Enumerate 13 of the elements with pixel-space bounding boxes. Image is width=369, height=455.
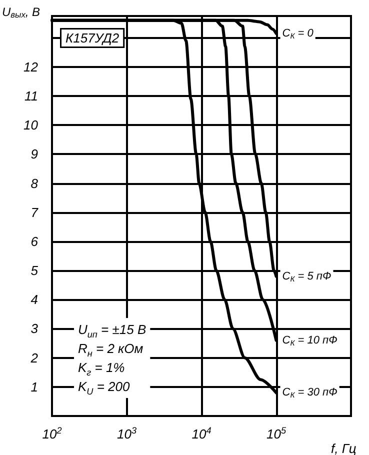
y-tick-label: 6 (30, 234, 39, 249)
y-tick-label: 5 (30, 263, 39, 278)
annotation: К157УД2 (66, 30, 120, 46)
y-tick-label: 10 (24, 118, 39, 133)
y-tick-label: 9 (30, 146, 38, 162)
y-tick-label: 1 (30, 379, 38, 394)
y-tick-label: 3 (30, 321, 39, 336)
y-tick-label: 2 (30, 350, 39, 366)
y-tick-label: 12 (24, 59, 39, 74)
y-tick-label: 11 (24, 88, 38, 104)
y-tick-label: 4 (30, 292, 38, 308)
y-tick-label: 7 (30, 204, 39, 220)
y-tick-label: 8 (30, 176, 39, 191)
